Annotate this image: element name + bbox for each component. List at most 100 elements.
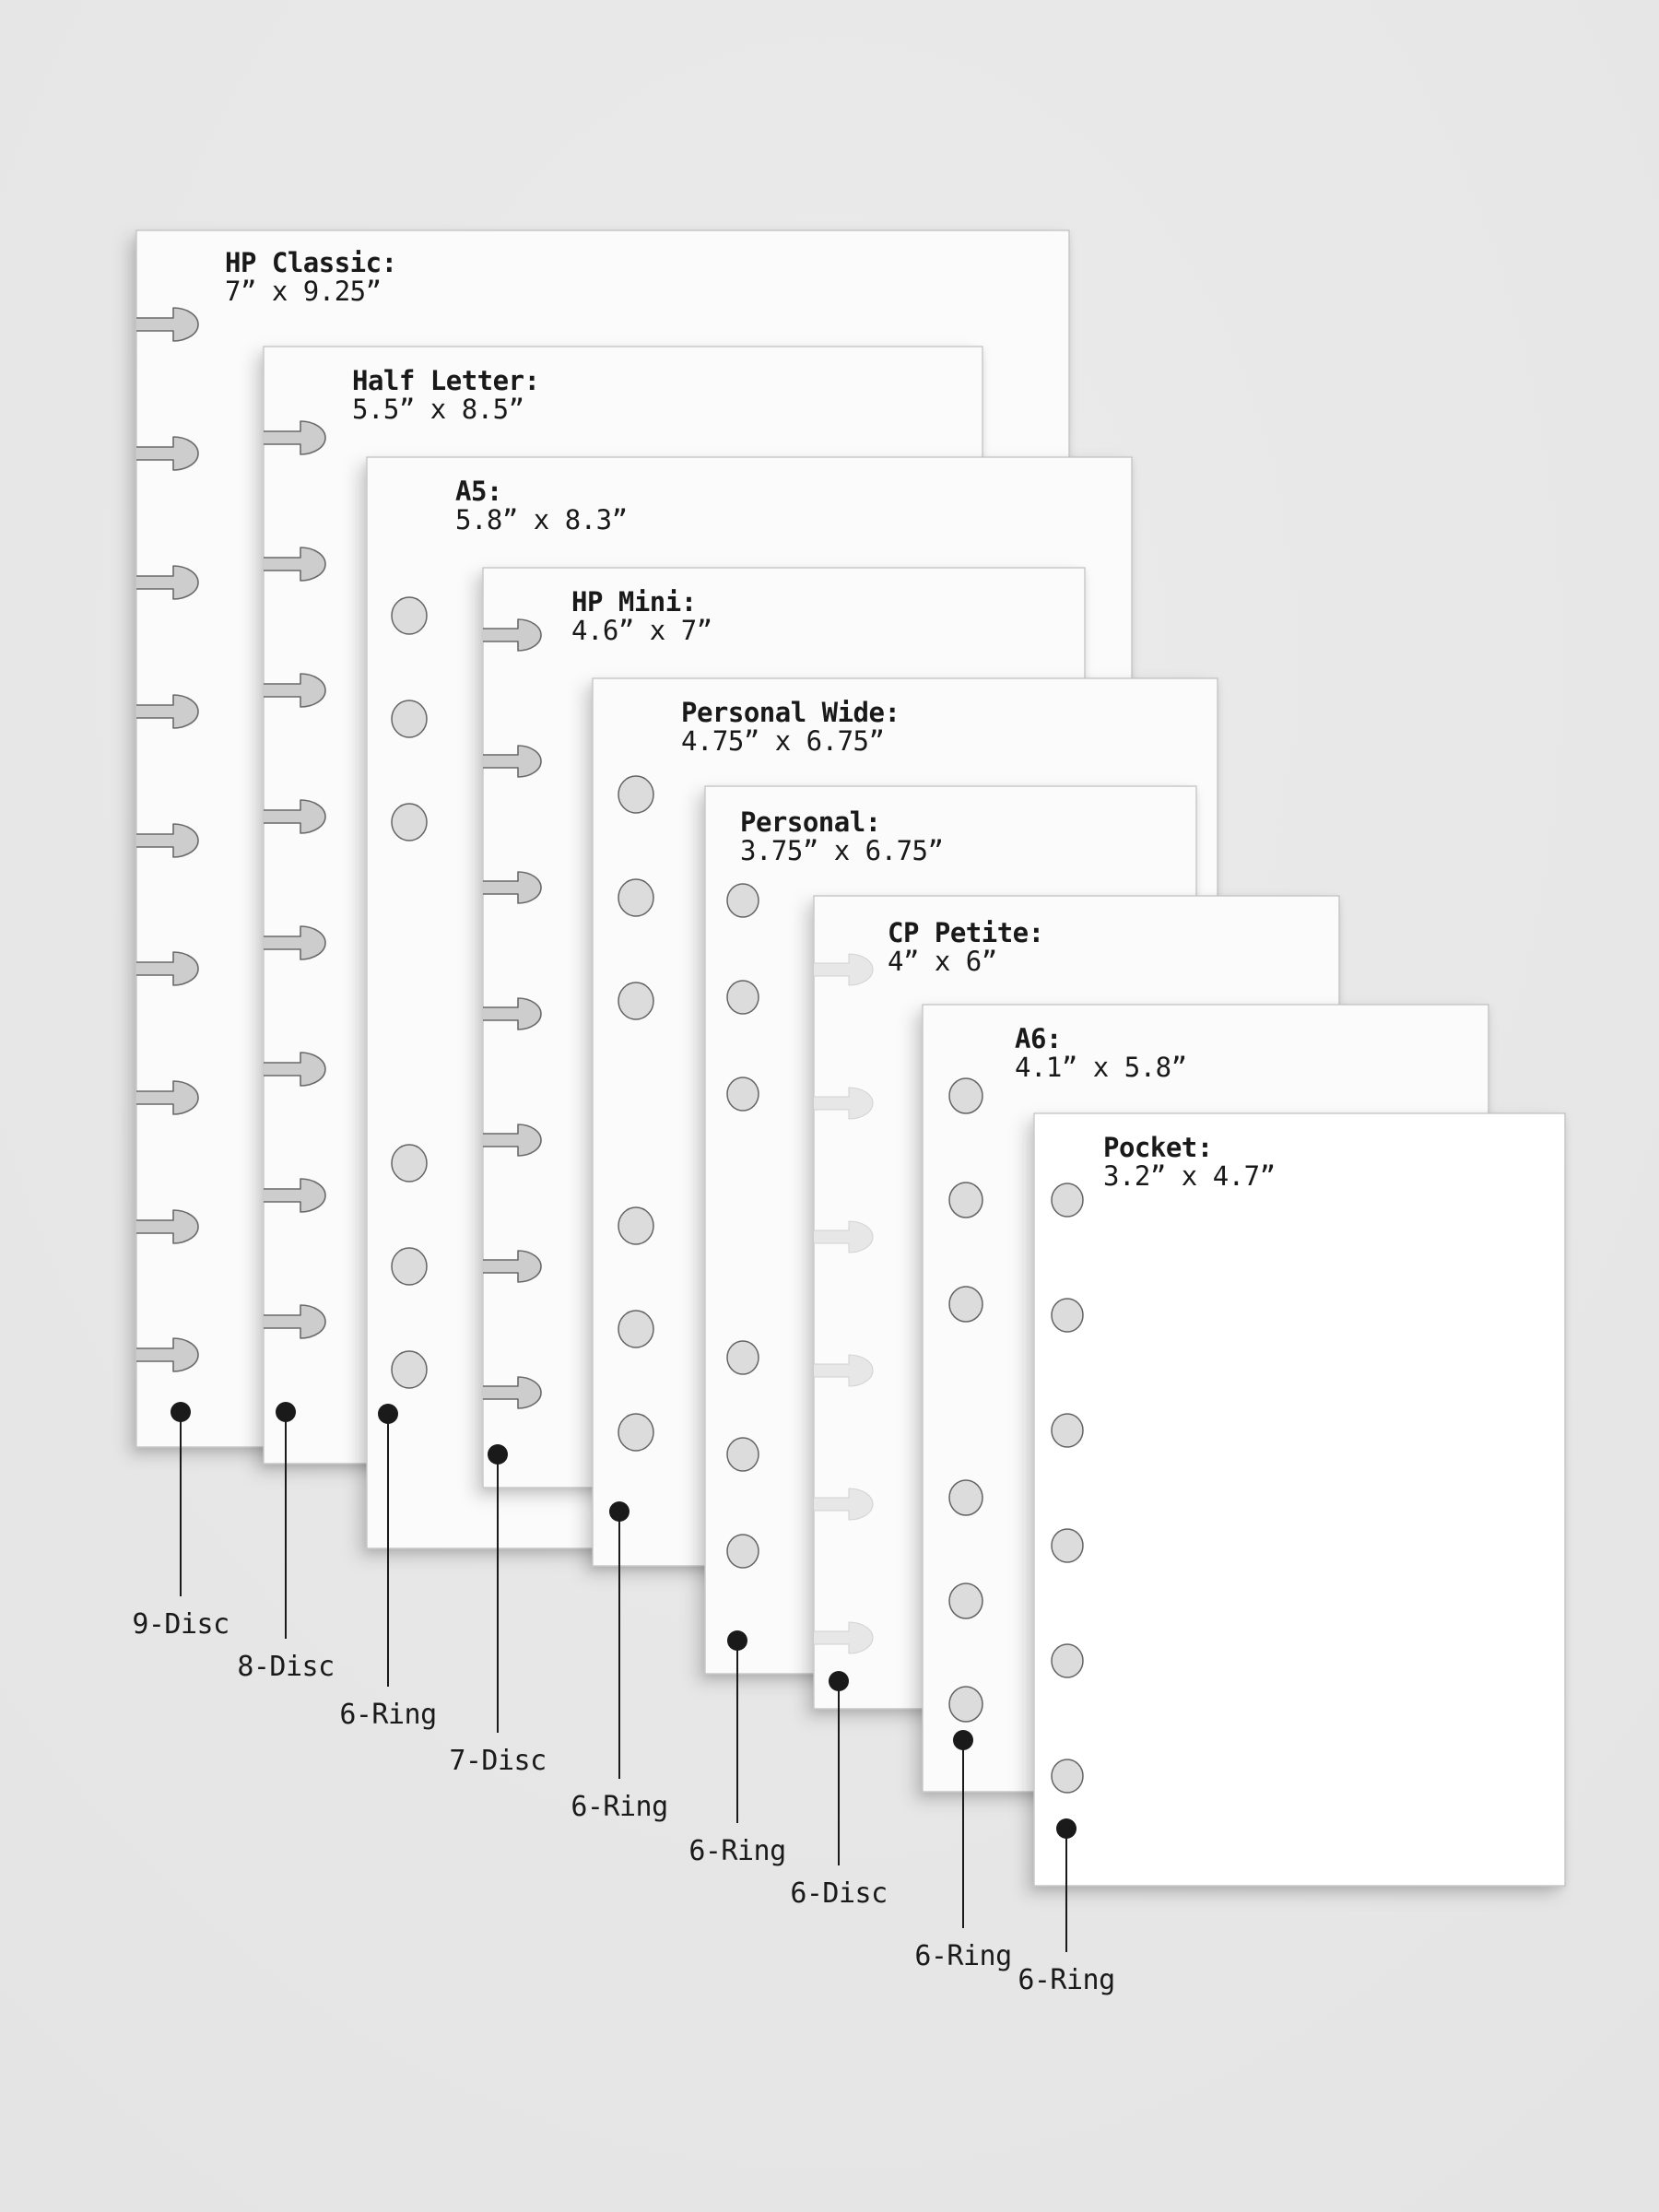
disc-hole-icon — [136, 436, 199, 471]
ring-hole-icon — [1051, 1182, 1084, 1218]
ghost-disc-hole-icon — [814, 1354, 874, 1387]
disc-hole-icon — [136, 1337, 199, 1372]
page-dimensions-label: 7” x 9.25” — [225, 276, 382, 307]
disc-hole-icon — [136, 565, 199, 600]
page-name-label: Half Letter: — [352, 365, 540, 396]
page-title-hp-mini: HP Mini: 4.6” x 7” — [571, 586, 712, 646]
binding-type-label: 6-Ring — [914, 1940, 1011, 1972]
ring-hole-icon — [391, 596, 428, 635]
ring-hole-icon — [948, 1286, 983, 1323]
ring-hole-icon — [1051, 1413, 1084, 1448]
disc-hole-icon — [483, 618, 542, 652]
disc-hole-icon — [264, 799, 326, 834]
callout-pocket: 6-Ring — [1018, 1818, 1115, 1996]
ring-hole-icon — [1051, 1643, 1084, 1678]
binding-type-label: 8-Disc — [237, 1651, 334, 1683]
callout-dot-icon — [276, 1402, 296, 1422]
page-name-label: CP Petite: — [888, 917, 1044, 948]
ring-hole-icon — [1051, 1759, 1084, 1794]
disc-hole-icon — [264, 673, 326, 708]
callout-dot-icon — [171, 1402, 191, 1422]
callout-dot-icon — [829, 1671, 849, 1691]
ghost-disc-hole-icon — [814, 1488, 874, 1521]
page-name-label: Personal: — [740, 806, 881, 838]
callout-dot-icon — [953, 1730, 973, 1750]
callout-a6: 6-Ring — [914, 1730, 1012, 1972]
callout-dot-icon — [488, 1444, 508, 1465]
disc-hole-icon — [264, 1178, 326, 1213]
page-dimensions-label: 5.8” x 8.3” — [455, 504, 628, 535]
ghost-disc-hole-icon — [814, 953, 874, 986]
page-name-label: HP Mini: — [571, 586, 697, 618]
page-sheet-pocket — [1033, 1112, 1566, 1887]
callout-dot-icon — [609, 1501, 629, 1522]
callout-personal-wide: 6-Ring — [571, 1501, 668, 1823]
page-name-label: A6: — [1015, 1023, 1062, 1054]
ring-hole-icon — [726, 1077, 759, 1112]
disc-hole-icon — [264, 547, 326, 582]
ring-hole-icon — [1051, 1528, 1084, 1563]
callout-dot-icon — [378, 1404, 398, 1424]
ring-hole-icon — [948, 1583, 983, 1619]
ring-hole-icon — [948, 1686, 983, 1723]
disc-hole-icon — [483, 1376, 542, 1409]
ring-hole-icon — [391, 803, 428, 841]
page-title-hp-classic: HP Classic: 7” x 9.25” — [225, 247, 397, 307]
page-dimensions-label: 4” x 6” — [888, 946, 997, 977]
disc-hole-icon — [483, 871, 542, 904]
ring-hole-icon — [618, 878, 654, 917]
callout-dot-icon — [727, 1630, 747, 1651]
ring-hole-icon — [618, 1206, 654, 1245]
disc-hole-icon — [136, 1209, 199, 1244]
disc-hole-icon — [136, 307, 199, 342]
callout-personal: 6-Ring — [688, 1630, 786, 1867]
ring-hole-icon — [391, 1247, 428, 1286]
page-name-label: HP Classic: — [225, 247, 397, 278]
disc-hole-icon — [136, 951, 199, 986]
page-dimensions-label: 4.6” x 7” — [571, 615, 712, 646]
page-title-personal: Personal: 3.75” x 6.75” — [740, 806, 943, 866]
ring-hole-icon — [1051, 1298, 1084, 1333]
page-dimensions-label: 4.1” x 5.8” — [1015, 1052, 1187, 1083]
disc-hole-icon — [483, 1250, 542, 1283]
disc-hole-icon — [136, 1080, 199, 1115]
page-name-label: Personal Wide: — [681, 697, 900, 728]
ring-hole-icon — [618, 1413, 654, 1452]
binding-type-label: 6-Ring — [688, 1835, 785, 1867]
disc-hole-icon — [264, 1052, 326, 1087]
disc-hole-icon — [136, 694, 199, 729]
page-dimensions-label: 4.75” x 6.75” — [681, 725, 884, 757]
disc-hole-icon — [136, 823, 199, 858]
ring-hole-icon — [948, 1479, 983, 1516]
binding-type-label: 9-Disc — [132, 1608, 229, 1641]
callout-a5: 6-Ring — [339, 1404, 437, 1731]
page-name-label: A5: — [455, 476, 502, 507]
disc-hole-icon — [264, 1304, 326, 1339]
ring-hole-icon — [726, 980, 759, 1015]
page-title-half-letter: Half Letter: 5.5” x 8.5” — [352, 365, 540, 425]
ghost-disc-hole-icon — [814, 1220, 874, 1253]
callout-hp-mini: 7-Disc — [449, 1444, 547, 1777]
binding-type-label: 7-Disc — [449, 1745, 546, 1777]
ring-hole-icon — [618, 982, 654, 1020]
ring-hole-icon — [726, 1534, 759, 1569]
ring-hole-icon — [948, 1182, 983, 1218]
callout-hp-classic: 9-Disc — [132, 1402, 229, 1641]
ring-hole-icon — [618, 1310, 654, 1348]
ring-hole-icon — [726, 883, 759, 918]
disc-hole-icon — [264, 420, 326, 455]
ring-hole-icon — [726, 1437, 759, 1472]
page-dimensions-label: 5.5” x 8.5” — [352, 394, 524, 425]
page-title-cp-petite: CP Petite: 4” x 6” — [888, 917, 1044, 977]
binding-type-label: 6-Disc — [790, 1877, 887, 1910]
ring-hole-icon — [391, 1144, 428, 1182]
ring-hole-icon — [948, 1077, 983, 1114]
page-dimensions-label: 3.2” x 4.7” — [1103, 1160, 1276, 1192]
binding-type-label: 6-Ring — [571, 1791, 667, 1823]
disc-hole-icon — [483, 1124, 542, 1157]
binding-type-label: 6-Ring — [339, 1699, 436, 1731]
binding-type-label: 6-Ring — [1018, 1964, 1114, 1996]
page-title-pocket: Pocket: 3.2” x 4.7” — [1103, 1132, 1276, 1192]
